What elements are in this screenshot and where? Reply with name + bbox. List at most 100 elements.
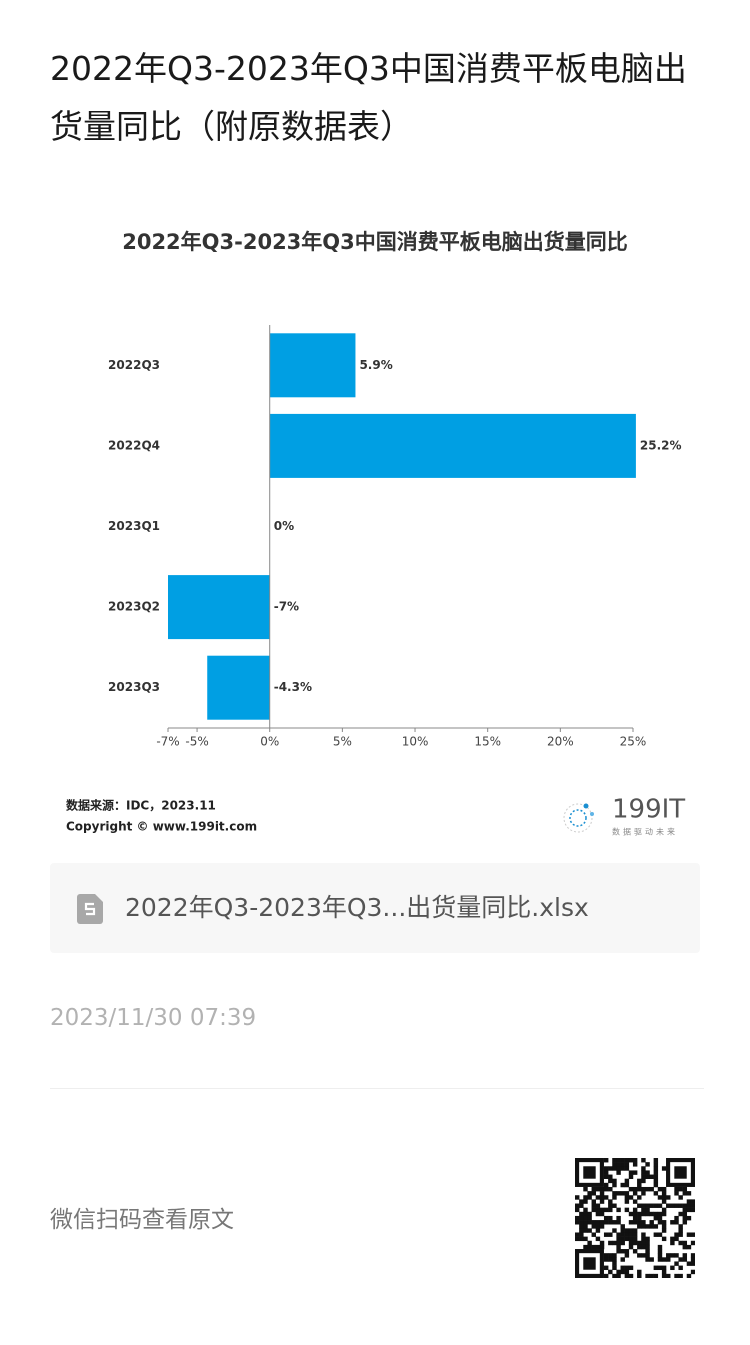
qr-module <box>608 1207 613 1213</box>
qr-module <box>682 1191 688 1196</box>
x-tick-label: 20% <box>547 735 574 749</box>
qr-module <box>637 1195 642 1200</box>
qr-module <box>620 1265 625 1271</box>
qr-module <box>628 1220 634 1225</box>
qr-module <box>641 1224 646 1229</box>
qr-module <box>661 1195 667 1200</box>
attachment-card[interactable]: 2022年Q3-2023年Q3...出货量同比.xlsx <box>50 863 700 953</box>
qr-module <box>624 1158 630 1163</box>
qr-module <box>612 1228 617 1233</box>
logo-slogan: 数据驱动未来 <box>612 827 678 837</box>
qr-module <box>653 1162 659 1167</box>
qr-module <box>682 1186 688 1192</box>
qr-module <box>579 1211 584 1217</box>
qr-finder <box>575 1249 604 1278</box>
qr-module <box>645 1249 650 1254</box>
qr-module <box>682 1207 688 1213</box>
qr-module <box>608 1269 613 1275</box>
bar <box>269 413 636 478</box>
qr-module <box>653 1191 659 1196</box>
qr-module <box>579 1224 584 1229</box>
qr-module <box>632 1232 638 1237</box>
qr-module <box>595 1186 601 1192</box>
qr-module <box>674 1253 679 1258</box>
qr-module <box>620 1249 625 1254</box>
qr-module <box>603 1182 609 1188</box>
qr-module <box>575 1207 580 1213</box>
qr-module <box>657 1220 663 1225</box>
qr-module <box>599 1224 605 1229</box>
category-label: 2022Q3 <box>108 358 160 372</box>
attachment-name[interactable]: 2022年Q3-2023年Q3...出货量同比.xlsx <box>125 893 589 922</box>
qr-finder-core <box>674 1166 687 1179</box>
qr-module <box>632 1236 638 1242</box>
qr-module <box>575 1232 580 1237</box>
qr-module <box>666 1257 671 1262</box>
qr-module <box>583 1224 588 1229</box>
qr-module <box>682 1253 688 1258</box>
qr-module <box>628 1211 634 1217</box>
qr-module <box>620 1158 625 1163</box>
qr-module <box>603 1186 609 1192</box>
qr-module <box>657 1265 663 1271</box>
qr-module <box>682 1211 688 1217</box>
qr-module <box>616 1236 621 1242</box>
qr-finder <box>666 1158 695 1187</box>
qr-module <box>579 1215 584 1221</box>
qr-module <box>616 1273 621 1278</box>
qr-module <box>674 1220 679 1225</box>
qr-module <box>661 1207 667 1213</box>
qr-module <box>616 1170 621 1175</box>
qr-module <box>637 1203 642 1208</box>
category-label: 2022Q4 <box>108 438 160 452</box>
qr-module <box>661 1265 667 1271</box>
qr-module <box>690 1240 695 1246</box>
qr-module <box>616 1220 621 1225</box>
qr-module <box>595 1203 601 1208</box>
qr-module <box>678 1257 683 1262</box>
qr-module <box>637 1273 642 1278</box>
qr-module <box>645 1224 650 1229</box>
qr-module <box>612 1220 617 1225</box>
qr-module <box>587 1240 592 1246</box>
qr-module <box>666 1195 671 1200</box>
qr-module <box>632 1162 638 1167</box>
qr-module <box>637 1244 642 1250</box>
qr-module <box>587 1195 592 1200</box>
qr-module <box>583 1211 588 1217</box>
qr-module <box>637 1253 642 1258</box>
qr-module <box>583 1220 588 1225</box>
qr-module <box>575 1195 580 1200</box>
qr-module <box>674 1203 679 1208</box>
bar <box>168 575 270 640</box>
qr-module <box>674 1186 679 1192</box>
qr-module <box>661 1220 667 1225</box>
qr-module <box>632 1170 638 1175</box>
qr-module <box>645 1170 650 1175</box>
qr-module <box>686 1244 692 1250</box>
qr-module <box>641 1207 646 1213</box>
qr-module <box>575 1220 580 1225</box>
qr-module <box>670 1236 675 1242</box>
qr-module <box>628 1244 634 1250</box>
qr-module <box>608 1253 613 1258</box>
qr-module <box>641 1203 646 1208</box>
qr-module <box>608 1203 613 1208</box>
qr-module <box>645 1273 650 1278</box>
qr-module <box>645 1162 650 1167</box>
qr-module <box>645 1244 650 1250</box>
qr-module <box>595 1207 601 1213</box>
qr-module <box>603 1170 609 1175</box>
qr-module <box>653 1182 659 1188</box>
x-tick-label: -7% <box>156 735 179 749</box>
qr-module <box>649 1224 654 1229</box>
qr-module <box>608 1257 613 1262</box>
qr-module <box>649 1257 654 1262</box>
qr-module <box>616 1240 621 1246</box>
qr-module <box>603 1174 609 1179</box>
qr-module <box>628 1273 634 1278</box>
qr-module <box>653 1232 659 1237</box>
qr-module <box>661 1186 667 1192</box>
qr-module <box>583 1236 588 1242</box>
qr-module <box>620 1240 625 1246</box>
